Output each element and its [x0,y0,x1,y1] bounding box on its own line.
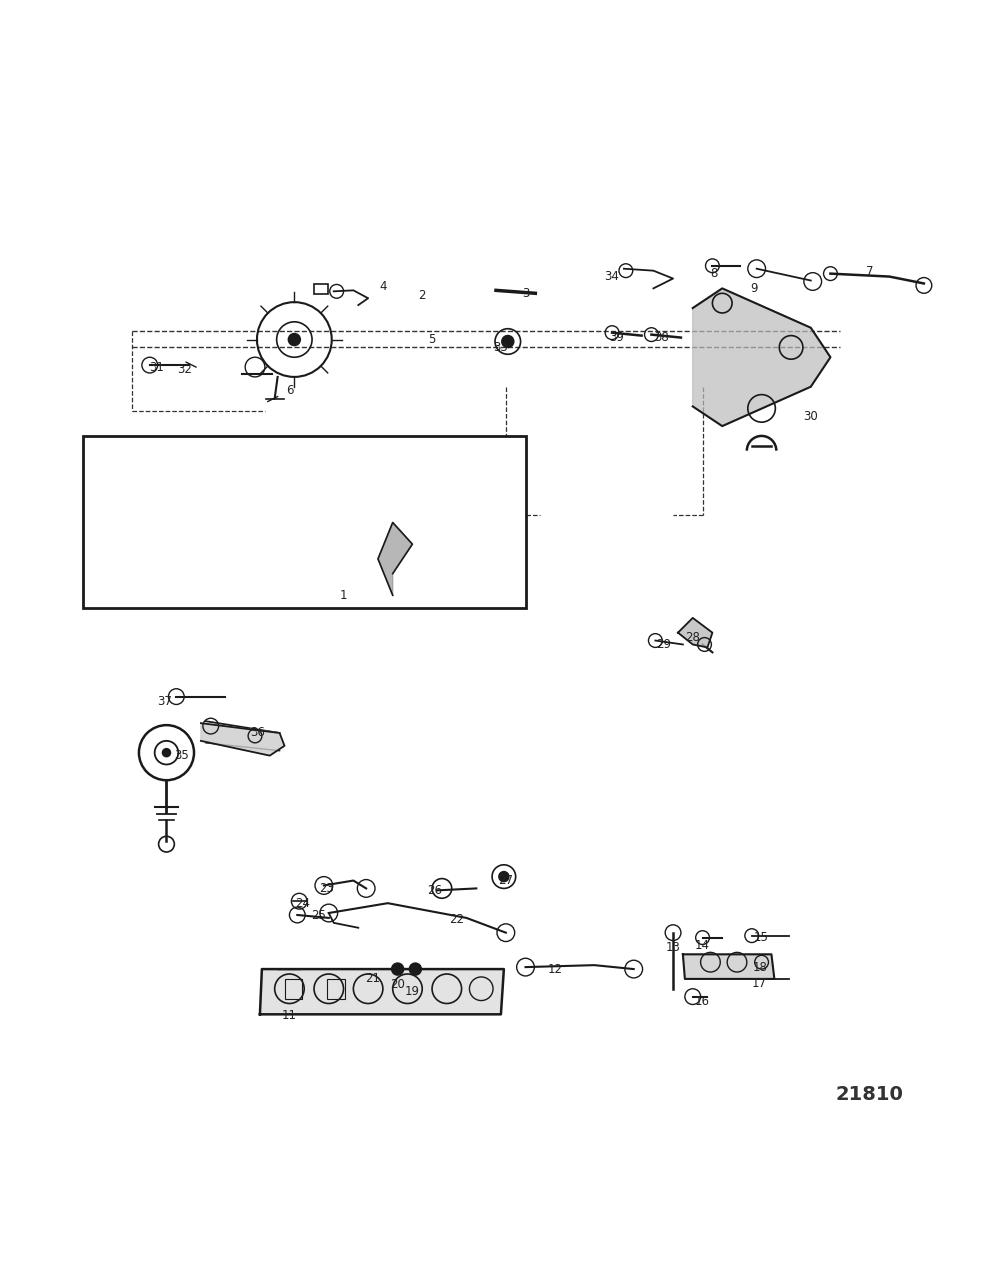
Text: 29: 29 [656,637,671,651]
Circle shape [392,964,404,975]
Text: 38: 38 [654,332,669,344]
Circle shape [410,964,422,975]
Text: 25: 25 [311,910,326,923]
Polygon shape [201,723,285,756]
Polygon shape [692,288,830,427]
Text: 8: 8 [710,267,718,280]
Polygon shape [260,969,504,1014]
Text: 5: 5 [429,333,435,346]
Bar [314,284,327,294]
Text: 17: 17 [752,978,767,991]
Text: 28: 28 [685,631,700,644]
Text: 3: 3 [522,287,529,299]
Circle shape [289,334,301,346]
Text: 21: 21 [365,973,381,986]
Text: 9: 9 [750,281,758,294]
Text: 27: 27 [498,874,513,887]
Text: 4: 4 [379,280,387,293]
Text: 33: 33 [494,341,508,353]
Text: 36: 36 [251,726,266,739]
Circle shape [499,871,509,882]
Text: 23: 23 [319,882,334,894]
Circle shape [420,551,435,567]
Circle shape [502,335,514,347]
Text: 31: 31 [149,361,164,374]
Text: 24: 24 [295,897,310,910]
Text: 22: 22 [449,914,464,926]
Text: 20: 20 [390,978,405,991]
Circle shape [163,749,171,757]
Text: 19: 19 [405,986,420,998]
Text: 26: 26 [428,884,442,897]
Polygon shape [678,618,712,648]
Text: 35: 35 [174,749,188,762]
Bar [83,436,526,608]
Bar [326,979,344,998]
Text: 16: 16 [695,995,710,1007]
Text: 15: 15 [754,932,769,944]
Polygon shape [378,523,413,595]
Text: 18: 18 [752,961,767,974]
Polygon shape [682,955,775,979]
Text: 11: 11 [282,1009,297,1022]
Text: 1: 1 [340,589,347,601]
Text: 7: 7 [866,265,874,278]
Text: 14: 14 [695,939,710,952]
Text: 21810: 21810 [836,1086,904,1105]
Text: 39: 39 [609,332,624,344]
Text: 2: 2 [419,289,426,302]
Bar [285,979,303,998]
Text: 34: 34 [605,270,620,283]
Text: 6: 6 [286,384,294,397]
Text: 12: 12 [548,962,562,975]
Text: 30: 30 [804,410,818,423]
Text: 37: 37 [157,695,172,708]
Text: 32: 32 [177,362,191,375]
Text: 13: 13 [666,941,681,953]
